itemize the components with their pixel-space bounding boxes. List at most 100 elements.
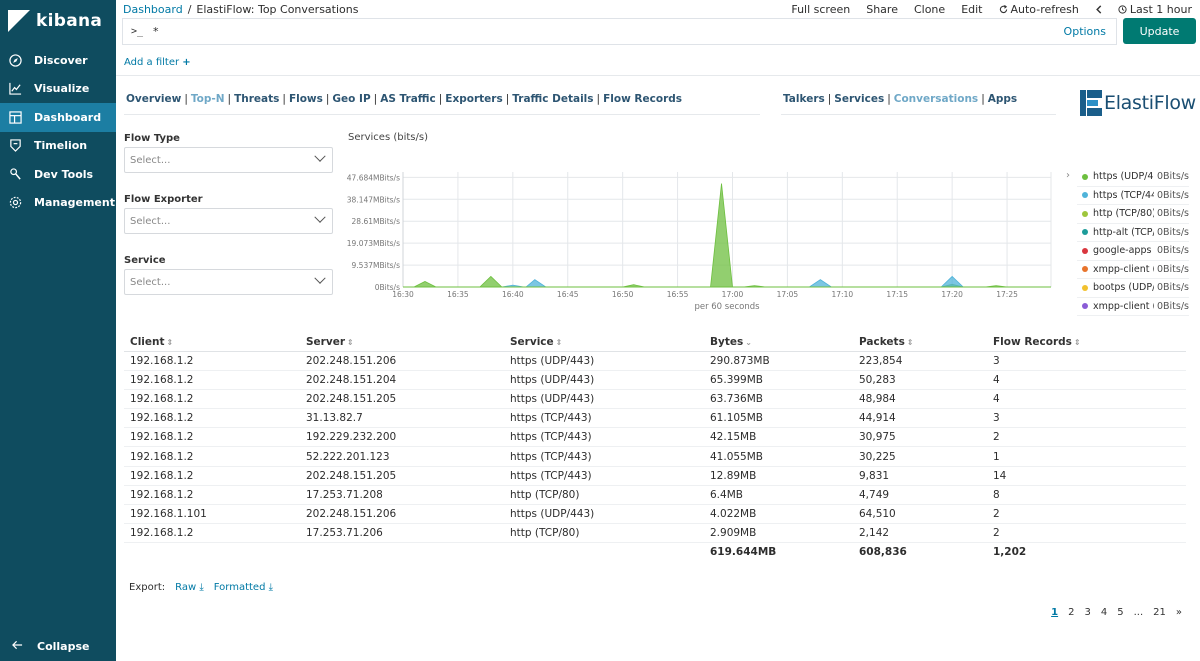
- nav-link-apps[interactable]: Apps: [987, 93, 1018, 105]
- column-header-service[interactable]: Service ⇕: [504, 336, 704, 348]
- legend-item[interactable]: https (TCP/443)0Bits/s: [1077, 187, 1189, 205]
- table-cell: 9,831: [859, 469, 890, 482]
- legend-dot: [1082, 303, 1088, 310]
- auto-refresh-label: Auto-refresh: [1010, 2, 1079, 16]
- next-page-button[interactable]: »: [1175, 607, 1182, 618]
- sort-desc-icon[interactable]: ⌄: [745, 338, 752, 347]
- page-1-button[interactable]: 1: [1051, 607, 1059, 618]
- nav-link-flows[interactable]: Flows: [288, 93, 323, 105]
- nav-link-flow-records[interactable]: Flow Records: [603, 93, 683, 105]
- x-tick-label: 17:25: [996, 290, 1018, 299]
- legend-value: 0Bits/s: [1156, 245, 1189, 257]
- nav-link-traffic-details[interactable]: Traffic Details: [512, 93, 594, 105]
- legend-item[interactable]: google-apps (...0Bits/s: [1077, 242, 1189, 261]
- nav-link-talkers[interactable]: Talkers: [783, 93, 825, 105]
- table-cell: 31.13.82.7: [306, 412, 363, 425]
- sidebar-item-management[interactable]: Management: [0, 189, 116, 218]
- page-3-button[interactable]: 3: [1084, 607, 1091, 618]
- table-cell: 30,975: [859, 431, 896, 444]
- services-chart: 0Bits/s 9.537MBits/s 19.073MBits/s 28.61MBi…: [347, 172, 1052, 312]
- update-button[interactable]: Update: [1123, 18, 1196, 44]
- y-tick-label: 28.61MBits/s: [352, 217, 401, 226]
- collapse-button[interactable]: Collapse: [0, 635, 116, 657]
- table-cell: https (TCP/443): [510, 450, 592, 463]
- shield-icon: [8, 139, 22, 153]
- flow-type-label: Flow Type: [124, 133, 180, 144]
- nav-link-exporters[interactable]: Exporters: [445, 93, 503, 105]
- page-2-button[interactable]: 2: [1068, 607, 1075, 618]
- kibana-logo[interactable]: kibana: [0, 0, 116, 42]
- sort-icon[interactable]: ⇕: [347, 338, 354, 347]
- share-button[interactable]: Share: [866, 2, 898, 16]
- kibana-logo-icon: [8, 10, 30, 32]
- full-screen-button[interactable]: Full screen: [791, 2, 851, 16]
- page-21-button[interactable]: 21: [1153, 607, 1166, 618]
- nav-separator: |: [981, 93, 985, 105]
- sort-icon[interactable]: ⇕: [166, 338, 174, 347]
- column-header-packets[interactable]: Packets ⇕: [853, 336, 987, 348]
- legend-name: https (TCP/443): [1093, 189, 1154, 201]
- nav-link-overview[interactable]: Overview: [126, 93, 182, 105]
- auto-refresh-button[interactable]: Auto-refresh: [999, 3, 1079, 16]
- time-picker-button[interactable]: Last 1 hour: [1118, 3, 1192, 16]
- export-label: Export:: [129, 582, 166, 593]
- nav-link-top-n[interactable]: Top-N: [190, 93, 225, 105]
- sidebar-item-timelion[interactable]: Timelion: [0, 132, 116, 161]
- legend-item[interactable]: http (TCP/80) 0Bits/s: [1077, 205, 1189, 224]
- flow-exporter-select[interactable]: Select...: [124, 208, 333, 234]
- legend-dot: [1082, 173, 1088, 180]
- legend-toggle-icon[interactable]: ›: [1066, 170, 1070, 181]
- chevron-down-icon: [314, 150, 326, 162]
- clone-button[interactable]: Clone: [913, 2, 946, 16]
- column-header-bytes[interactable]: Bytes ⌄: [704, 336, 853, 348]
- flow-type-select[interactable]: Select...: [124, 147, 333, 173]
- add-filter-button[interactable]: Add a filter +: [124, 57, 191, 68]
- legend-item[interactable]: bootps (UDP/...0Bits/s: [1077, 279, 1189, 298]
- legend-item[interactable]: xmpp-client (...0Bits/s: [1077, 261, 1189, 279]
- export-raw-button[interactable]: Raw ⤓: [175, 582, 204, 593]
- column-header-label: Packets: [859, 336, 905, 348]
- table-cell: 223,854: [859, 355, 903, 368]
- nav-link-geo-ip[interactable]: Geo IP: [332, 93, 371, 105]
- column-header-client[interactable]: Client ⇕: [124, 336, 300, 348]
- legend-item[interactable]: http-alt (TCP/...0Bits/s: [1077, 224, 1189, 242]
- breadcrumb-dashboard-link[interactable]: Dashboard: [123, 2, 183, 16]
- query-input[interactable]: *: [153, 25, 159, 38]
- sort-icon[interactable]: ⇕: [906, 338, 914, 347]
- sidebar-item-visualize[interactable]: Visualize: [0, 75, 116, 104]
- sort-icon[interactable]: ⇕: [1073, 338, 1081, 347]
- export-formatted-button[interactable]: Formatted ⤓: [214, 582, 273, 593]
- table-cell: 202.248.151.205: [306, 469, 397, 482]
- table-cell: 192.168.1.2: [130, 374, 194, 387]
- time-back-button[interactable]: [1095, 4, 1102, 14]
- edit-button[interactable]: Edit: [961, 2, 983, 16]
- sidebar-item-discover[interactable]: Discover: [0, 46, 116, 75]
- column-header-server[interactable]: Server ⇕: [300, 336, 504, 348]
- legend-item[interactable]: https (UDP/4...0Bits/s: [1077, 168, 1189, 187]
- sort-icon[interactable]: ⇕: [555, 338, 563, 347]
- sidebar-item-dashboard[interactable]: Dashboard: [0, 103, 116, 132]
- query-options-button[interactable]: Options: [1063, 25, 1106, 38]
- legend-name: google-apps (...: [1093, 245, 1154, 257]
- table-cell: 202.248.151.204: [306, 374, 397, 387]
- page-5-button[interactable]: 5: [1117, 607, 1124, 618]
- service-select[interactable]: Select...: [124, 269, 333, 295]
- query-bar[interactable]: >_ * Options: [122, 18, 1117, 45]
- nav-link-conversations[interactable]: Conversations: [893, 93, 979, 105]
- total-cell: 1,202: [993, 546, 1027, 559]
- legend-item[interactable]: xmpp-client (...0Bits/s: [1077, 298, 1189, 316]
- column-header-flow-records[interactable]: Flow Records ⇕: [987, 336, 1177, 348]
- nav-link-threats[interactable]: Threats: [234, 93, 280, 105]
- pagination: 1 2 3 4 5... 21 »: [1051, 607, 1182, 618]
- table-cell: 2.909MB: [710, 526, 757, 539]
- table-cell: https (UDP/443): [510, 355, 595, 368]
- legend-name: http (TCP/80): [1093, 208, 1154, 220]
- total-cell: 608,836: [859, 546, 907, 559]
- nav-link-as-traffic[interactable]: AS Traffic: [380, 93, 436, 105]
- page-4-button[interactable]: 4: [1100, 607, 1108, 618]
- export-raw-label: Raw: [175, 582, 197, 593]
- sidebar-item-dev-tools[interactable]: Dev Tools: [0, 160, 116, 189]
- nav-link-services[interactable]: Services: [834, 93, 885, 105]
- sidebar-item-label: Timelion: [34, 139, 88, 153]
